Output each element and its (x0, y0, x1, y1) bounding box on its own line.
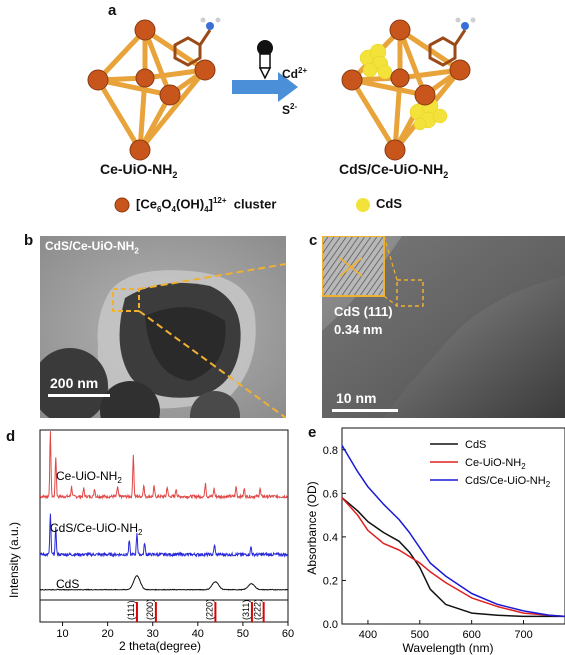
tem-image-b: CdS/Ce-UiO-NH2 200 nm (40, 236, 286, 418)
right-cds-mof-octahedron (342, 18, 476, 161)
xrd-chart: (111) (200) (220) (311) (222)10 20 30 40 50 60 In… (0, 420, 300, 655)
panel-b-title: CdS/Ce-UiO-NH2 (45, 239, 139, 255)
xrd-xtick-label: 10 (56, 628, 68, 640)
abs-xtick-label: 400 (359, 629, 377, 641)
tem-image-c: CdS (111) 0.34 nm 10 nm (322, 236, 565, 418)
xrd-trace-label-cds-ce: CdS/Ce-UiO-NH2 (50, 521, 143, 537)
panel-b-scale-label: 200 nm (50, 375, 98, 391)
xrd-trace-label-ce: Ce-UiO-NH2 (56, 469, 122, 485)
left-mof-octahedron (88, 18, 221, 161)
xrd-ref-label: (220) (204, 599, 214, 620)
xrd-ref-label: (111) (126, 600, 136, 620)
abs-ylabel: Absorbance (OD) (305, 481, 319, 574)
panel-c-scale-label: 10 nm (336, 390, 376, 406)
xrd-ref-label: (222) (253, 599, 263, 620)
cds-legend-icon (356, 198, 370, 212)
reagent-s: S2- (282, 102, 297, 117)
dropper-icon (257, 40, 273, 78)
panel-c-label: c (309, 232, 317, 249)
panel-b-label: b (24, 232, 33, 249)
abs-xtick-label: 700 (514, 629, 532, 641)
lattice-plane-label: CdS (111) (334, 304, 393, 319)
abs-legend-ce: Ce-UiO-NH2 (465, 457, 526, 471)
abs-ytick-label: 0.2 (323, 575, 338, 587)
absorbance-chart: 0.0 0.2 0.4 0.6 0.8 400 500 600 700 Absorbance (… (300, 420, 565, 655)
xrd-ref-label: (311) (241, 600, 251, 620)
abs-series-0 (342, 498, 565, 617)
reagent-cd: Cd2+ (282, 66, 307, 81)
abs-legend-cds-ce: CdS/Ce-UiO-NH2 (465, 475, 551, 489)
xrd-xlabel: 2 theta(degree) (119, 639, 201, 653)
lattice-spacing-label: 0.34 nm (334, 322, 382, 337)
abs-series-2 (342, 445, 565, 616)
abs-series-1 (342, 498, 565, 617)
xrd-trace-0 (40, 431, 288, 498)
abs-xtick-label: 600 (462, 629, 480, 641)
xrd-ref-label: (200) (145, 599, 155, 620)
cluster-legend-label: [Ce6O4(OH)4]12+ cluster (136, 196, 276, 214)
right-material-label: CdS/Ce-UiO-NH2 (339, 161, 448, 180)
cluster-legend-icon (115, 198, 129, 212)
xrd-xtick-label: 60 (282, 628, 294, 640)
xrd-xtick-label: 50 (237, 628, 249, 640)
abs-ytick-label: 0.4 (323, 532, 338, 544)
xrd-xtick-label: 20 (102, 628, 114, 640)
abs-ytick-label: 0.8 (323, 445, 338, 457)
abs-legend-cds: CdS (465, 439, 486, 451)
abs-ytick-label: 0.6 (323, 488, 338, 500)
abs-xlabel: Wavelength (nm) (403, 641, 494, 655)
left-material-label: Ce-UiO-NH2 (100, 161, 177, 180)
abs-ytick-label: 0.0 (323, 619, 338, 631)
abs-xtick-label: 500 (411, 629, 429, 641)
xrd-ylabel: Intensity (a.u.) (7, 522, 21, 598)
cds-legend-label: CdS (376, 196, 402, 211)
xrd-trace-label-cds: CdS (56, 577, 79, 591)
